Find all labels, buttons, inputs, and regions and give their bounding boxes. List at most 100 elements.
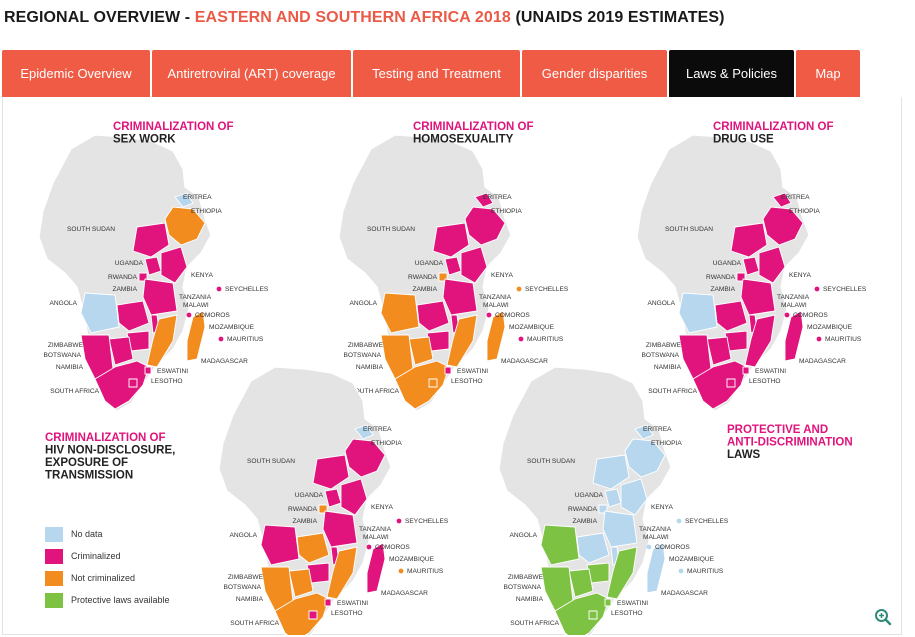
region-tz [740,278,776,316]
country-label: ANGOLA [648,300,676,307]
country-label: ESWATINI [457,368,488,375]
region-zaf [274,592,330,635]
region-ago [540,524,580,566]
tab-bar: Epidemic Overview Antiretroviral (ART) c… [2,50,862,97]
region-bwa [568,568,594,598]
region-bwa [408,336,434,366]
region-tz [322,510,358,548]
island-comoros [646,544,652,550]
region-lso [128,378,138,388]
country-label: SOUTH SUDAN [665,226,713,233]
region-ssd [432,222,470,258]
country-label: ZIMBABWE [348,342,384,349]
legend-label: Criminalized [71,551,121,561]
country-label: LESOTHO [611,610,643,617]
country-label: MALAWI [781,302,807,309]
tab-map[interactable]: Map [796,50,860,97]
country-label: LESOTHO [331,610,363,617]
country-label: MADAGASCAR [661,590,708,597]
region-eth [464,206,506,246]
region-mdg [486,310,506,362]
legend-swatch-not-criminalized [45,570,63,586]
legend-label: Not criminalized [71,573,136,583]
country-label: MOZAMBIQUE [209,324,255,331]
country-label: MAURITIUS [407,568,444,575]
country-label: ESWATINI [157,368,188,375]
zoom-in-icon[interactable] [874,608,892,626]
legend-swatch-protective [45,592,63,608]
country-label: ETHIOPIA [491,208,522,215]
region-zmb [296,532,330,564]
country-label: ANGOLA [510,532,538,539]
country-label: RWANDA [706,274,736,281]
region-tz [602,510,638,548]
country-label: MADAGASCAR [799,358,846,365]
island-mauritius [518,336,524,342]
country-label: BOTSWANA [504,584,542,591]
island-seychelles [216,286,222,292]
region-ssd [730,222,768,258]
country-label: ZIMBABWE [508,574,544,581]
country-label: MOZAMBIQUE [509,324,555,331]
region-zmb [576,532,610,564]
country-label: RWANDA [288,506,318,513]
country-label: MADAGASCAR [201,358,248,365]
region-mdg [646,542,666,594]
region-eri [474,192,494,208]
region-ssd [592,454,630,490]
region-moz [606,546,638,600]
map-title-line: CRIMINALIZATION OF [45,432,166,444]
region-zaf [554,592,610,635]
map-title-line: DRUG USE [713,134,774,146]
country-label: ETHIOPIA [651,440,682,447]
region-zaf [394,360,450,410]
country-label: MOZAMBIQUE [669,556,715,563]
country-label: MOZAMBIQUE [807,324,853,331]
island-mauritius [678,568,684,574]
country-label: ZAMBIA [412,286,437,293]
map-hiv-non-disclosure: ERITREA ETHIOPIA SOUTH SUDAN UGANDA KENYA RWA… [218,366,449,635]
region-bwa [108,336,134,366]
island-comoros [366,544,372,550]
region-ken [460,246,488,284]
region-ken [340,478,368,516]
tab-testing-treatment[interactable]: Testing and Treatment [353,50,520,97]
region-ago [380,292,420,334]
map-title-line: ANTI-DISCRIMINATION [727,437,853,449]
country-label: BOTSWANA [642,352,680,359]
region-swz [742,366,750,375]
region-ssd [132,222,170,258]
country-label: NAMIBIA [236,596,264,603]
country-label: MALAWI [643,534,669,541]
maps-canvas: ERITREA ETHIOPIA SOUTH SUDAN UGANDA KENYA RWA… [38,121,867,635]
region-mdg [784,310,804,362]
country-label: COMOROS [195,312,230,319]
tab-epidemic-overview[interactable]: Epidemic Overview [2,50,150,97]
region-lso [726,378,736,388]
country-label: BOTSWANA [344,352,382,359]
map-title-line: LAWS [727,449,761,461]
country-label: RWANDA [568,506,598,513]
country-label: NAMIBIA [56,364,84,371]
map-title-line: CRIMINALIZATION OF [113,121,234,133]
tab-gender-disparities[interactable]: Gender disparities [522,50,667,97]
legend-swatch-criminalized [45,548,63,564]
region-eth [164,206,206,246]
country-label: UGANDA [415,260,444,267]
region-mdg [366,542,386,594]
region-mdg [186,310,206,362]
region-swz [324,598,332,607]
region-ago [678,292,718,334]
region-bwa [288,568,314,598]
country-label: MAURITIUS [527,336,564,343]
country-label: SEYCHELLES [525,286,569,293]
region-moz [744,314,776,368]
tab-art-coverage[interactable]: Antiretroviral (ART) coverage [152,50,351,97]
region-lso [428,378,438,388]
region-eth [624,438,666,478]
country-label: ESWATINI [617,600,648,607]
tab-laws-policies[interactable]: Laws & Policies [669,50,794,97]
title-suffix: (UNAIDS 2019 ESTIMATES) [510,9,725,26]
country-label: UGANDA [295,492,324,499]
region-eth [344,438,386,478]
